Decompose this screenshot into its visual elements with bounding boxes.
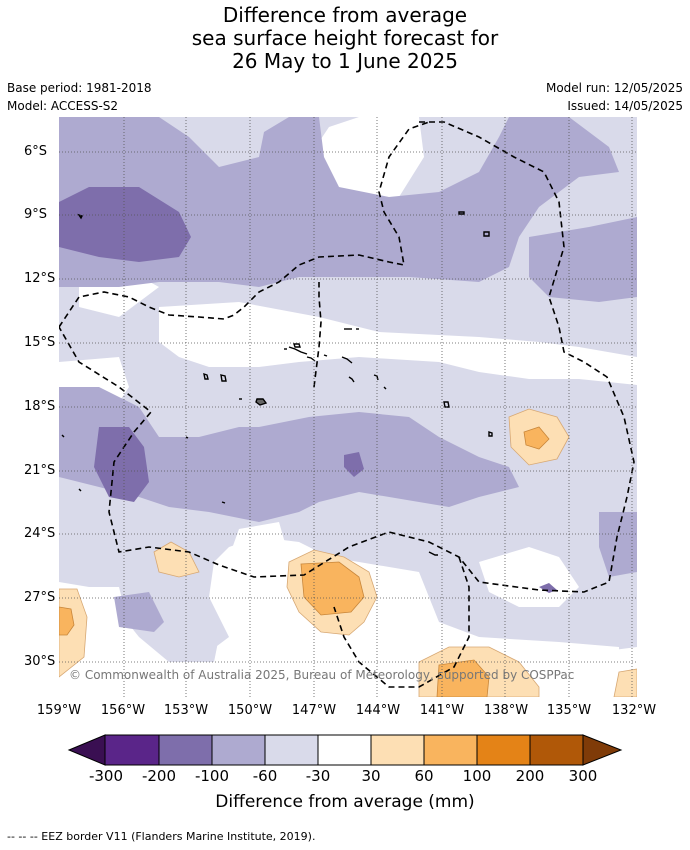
map-title: Difference from average sea surface heig… — [0, 4, 690, 73]
model-run: Model run: 12/05/2025 — [545, 81, 683, 95]
colorbar-seg-minus300-minus200 — [104, 734, 160, 766]
anomaly-band-plus60-plus100 — [59, 426, 550, 697]
lat-label-27s: 27°S — [24, 590, 56, 605]
lat-label-24s: 24°S — [24, 526, 56, 541]
colorbar-tick-minus100: -100 — [194, 767, 230, 785]
ssh-anomaly-map — [59, 117, 637, 697]
colorbar-title: Difference from average (mm) — [215, 792, 475, 812]
lon-label-147w: 147°W — [291, 703, 337, 718]
lon-label-153w: 153°W — [163, 703, 209, 718]
colorbar-extend-max — [582, 734, 623, 766]
copyright-notice: © Commonwealth of Australia 2025, Bureau… — [69, 668, 575, 682]
colorbar-seg-minus60-minus30 — [264, 734, 319, 766]
colorbar-seg-minus30-plus30 — [317, 734, 372, 766]
lat-label-21s: 21°S — [24, 463, 56, 478]
title-line-1: Difference from average — [222, 3, 468, 27]
colorbar-tick-300: 300 — [568, 767, 598, 785]
model-name: Model: ACCESS-S2 — [7, 99, 119, 113]
issued-date: Issued: 14/05/2025 — [567, 99, 683, 113]
colorbar-seg-plus30-plus60 — [370, 734, 425, 766]
meta-left: Base period: 1981-2018 Model: ACCESS-S2 — [7, 79, 152, 115]
lon-label-159w: 159°W — [36, 703, 82, 718]
lon-label-138w: 138°W — [483, 703, 529, 718]
colorbar-tick-60: 60 — [414, 767, 434, 785]
lon-label-141w: 141°W — [419, 703, 465, 718]
colorbar-tick-minus300: -300 — [88, 767, 124, 785]
lat-label-6s: 6°S — [24, 144, 48, 159]
eez-legend-note: -- -- -- EEZ border V11 (Flanders Marine… — [7, 830, 316, 843]
lon-label-144w: 144°W — [355, 703, 401, 718]
lon-label-135w: 135°W — [546, 703, 592, 718]
colorbar-seg-plus100-plus200 — [476, 734, 531, 766]
colorbar-extend-min — [67, 734, 106, 766]
lat-label-30s: 30°S — [24, 654, 56, 669]
colorbar-tick-100: 100 — [462, 767, 492, 785]
map-panel — [59, 117, 637, 697]
colorbar-seg-plus200-plus300 — [529, 734, 584, 766]
colorbar — [67, 734, 623, 766]
eez-border-lines — [59, 121, 635, 688]
anomaly-band-minus100-minus60 — [59, 117, 637, 632]
colorbar-tick-30: 30 — [361, 767, 381, 785]
title-line-3: 26 May to 1 June 2025 — [232, 49, 458, 73]
colorbar-tick-minus30: -30 — [305, 767, 331, 785]
lat-label-9s: 9°S — [24, 207, 48, 222]
lon-label-132w: 132°W — [611, 703, 657, 718]
island-outlines — [61, 211, 493, 556]
graticule — [59, 117, 637, 697]
lat-label-18s: 18°S — [24, 399, 56, 414]
lat-label-15s: 15°S — [24, 335, 56, 350]
colorbar-tick-minus200: -200 — [141, 767, 177, 785]
colorbar-seg-plus60-plus100 — [423, 734, 478, 766]
colorbar-seg-minus200-minus100 — [158, 734, 213, 766]
colorbar-tick-minus60: -60 — [252, 767, 278, 785]
colorbar-tick-200: 200 — [515, 767, 545, 785]
title-line-2: sea surface height forecast for — [191, 26, 499, 50]
lat-label-12s: 12°S — [24, 271, 56, 286]
lon-label-150w: 150°W — [227, 703, 273, 718]
meta-right: Model run: 12/05/2025 Issued: 14/05/2025 — [546, 79, 683, 115]
anomaly-band-minus200-minus100 — [59, 187, 557, 593]
base-period: Base period: 1981-2018 — [7, 81, 152, 95]
lon-label-156w: 156°W — [100, 703, 146, 718]
colorbar-seg-minus100-minus60 — [211, 734, 266, 766]
